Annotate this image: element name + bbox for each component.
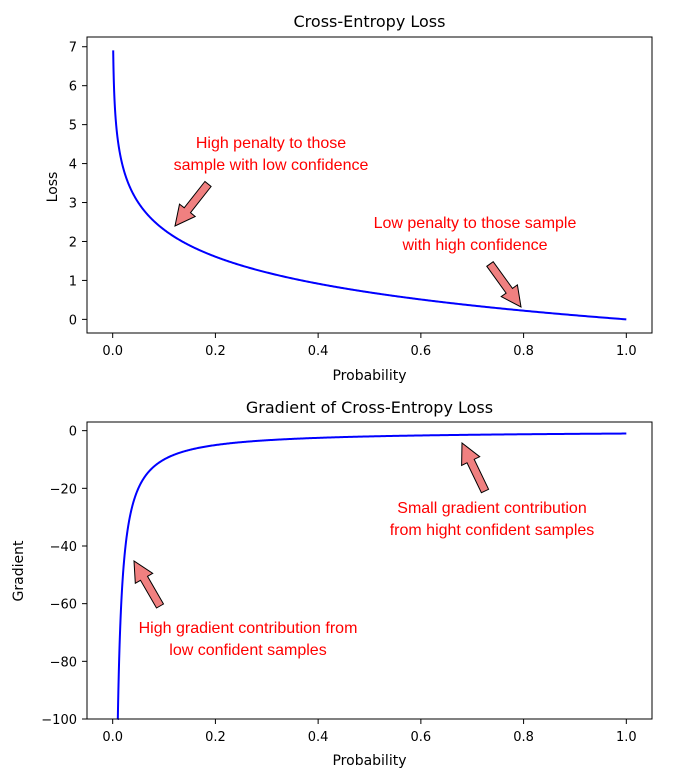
x-tick-label: 0.8 [513,344,534,359]
plot-frame [86,36,653,334]
x-ticks: 0.0 0.2 0.4 0.6 0.8 1.0 [102,719,637,745]
series-group [112,50,627,321]
y-tick-label: 0 [69,425,77,440]
y-ticks: 0 −20 −40 −60 −80 −100 [41,425,87,728]
annotation-arrow [486,261,522,308]
y-axis-label: Gradient [11,540,27,601]
chart-title: Cross-Entropy Loss [294,12,446,31]
x-tick-label: 0.8 [513,730,534,745]
x-axis-label: Probability [332,753,406,769]
x-ticks: 0.0 0.2 0.4 0.6 0.8 1.0 [102,333,637,359]
y-tick-label: 6 [69,80,77,95]
annotation-text: Small gradient contribution [397,500,586,517]
annotation-text: High penalty to those [196,135,346,152]
annotation-text: low confident samples [169,642,326,659]
y-tick-label: −100 [41,713,77,728]
chart-title: Gradient of Cross-Entropy Loss [246,398,493,417]
annotation-arrow [133,560,165,609]
x-tick-label: 0.0 [102,344,123,359]
loss-chart: Cross-Entropy Loss High penalty to those… [45,12,653,384]
annotation-arrow [461,441,490,494]
y-tick-label: 7 [69,41,77,56]
x-tick-label: 0.6 [411,344,432,359]
series-group [116,432,627,720]
y-tick-label: 1 [69,274,77,289]
x-tick-label: 0.2 [205,344,226,359]
y-tick-label: 2 [69,235,77,250]
x-tick-label: 0.6 [411,730,432,745]
y-ticks: 0 1 2 3 4 5 6 7 [69,41,87,328]
y-tick-label: 3 [69,197,77,212]
annotation-text: Low penalty to those sample [374,215,577,232]
series-line [112,50,627,321]
annotations-group: Small gradient contribution from hight co… [133,441,595,659]
x-tick-label: 0.2 [205,730,226,745]
annotations-group: High penalty to those sample with low con… [174,135,577,308]
y-tick-label: 4 [69,158,77,173]
y-tick-label: 0 [69,313,77,328]
x-tick-label: 0.0 [102,730,123,745]
gradient-chart: Gradient of Cross-Entropy Loss Small gra… [11,398,653,769]
annotation-text: High gradient contribution from [139,620,358,637]
annotation-text: with high confidence [402,237,548,254]
x-tick-label: 1.0 [616,344,637,359]
x-tick-label: 0.4 [308,730,329,745]
y-axis-label: Loss [45,172,61,203]
y-tick-label: −60 [50,598,77,613]
y-tick-label: 5 [69,119,77,134]
y-tick-label: −40 [50,540,77,555]
annotation-arrow [174,180,212,227]
y-tick-label: −80 [50,655,77,670]
annotation-text: sample with low confidence [174,157,369,174]
y-tick-label: −20 [50,482,77,497]
x-tick-label: 1.0 [616,730,637,745]
annotation-text: from hight confident samples [390,522,595,539]
plot-frame [86,421,653,720]
x-tick-label: 0.4 [308,344,329,359]
series-line [116,432,627,720]
x-axis-label: Probability [332,368,406,384]
